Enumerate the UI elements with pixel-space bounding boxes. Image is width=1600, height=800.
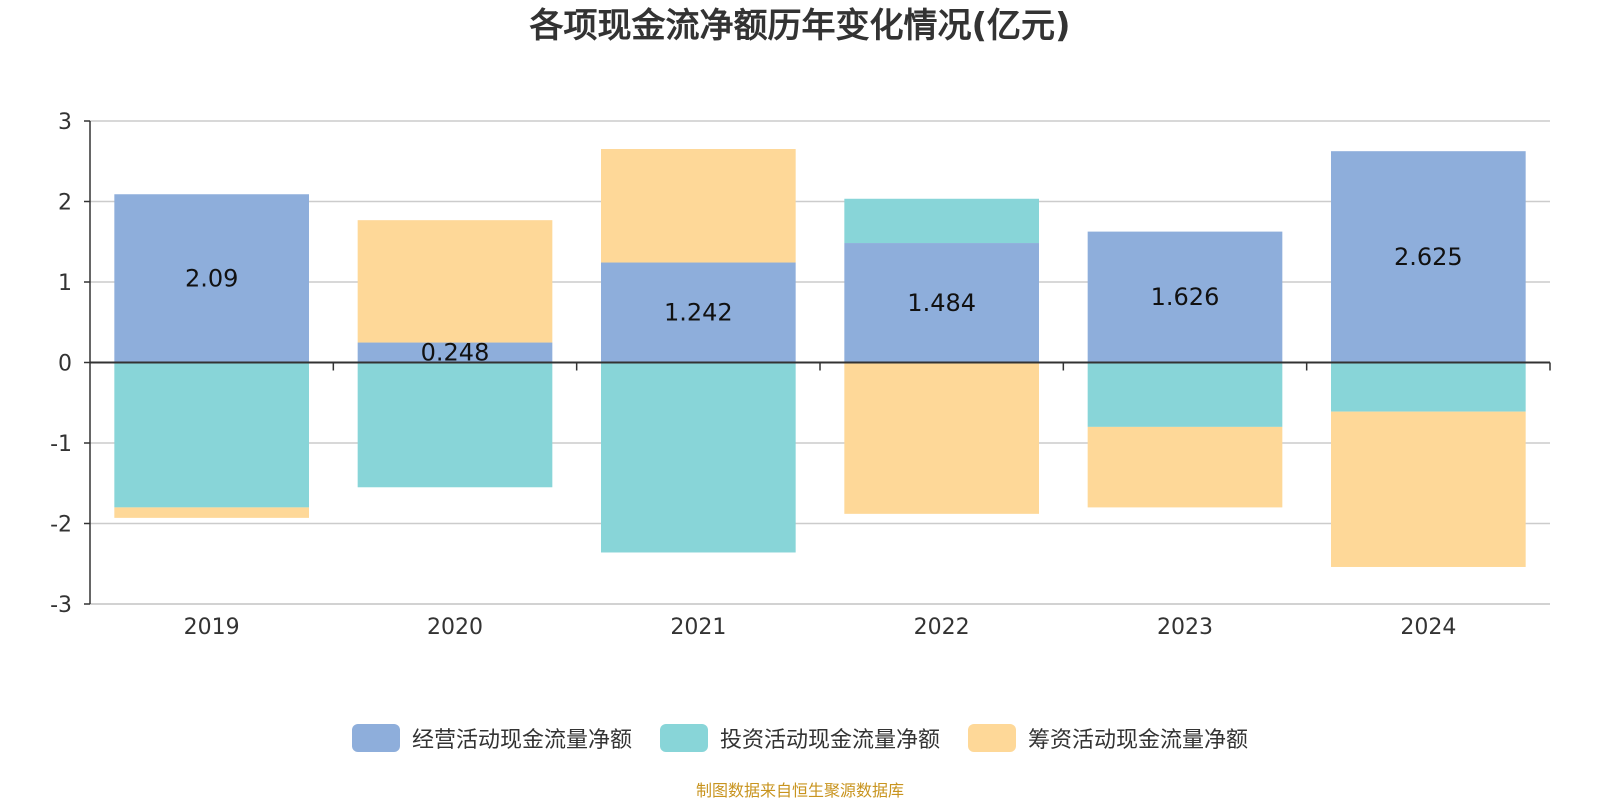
data-label-2024: 2.625 <box>1394 243 1463 271</box>
legend-label-operating: 经营活动现金流量净额 <box>411 728 632 753</box>
legend-item-financing[interactable]: 筹资活动现金流量净额 <box>968 722 1248 754</box>
bar-2024-series-1[interactable] <box>1331 362 1526 412</box>
x-tick-label-2021: 2021 <box>670 615 726 640</box>
bar-2021-series-1[interactable] <box>601 362 796 553</box>
legend-label-investing: 投资活动现金流量净额 <box>719 728 940 753</box>
x-tick-label-2024: 2024 <box>1400 615 1456 640</box>
x-tick-label-2023: 2023 <box>1157 615 1213 640</box>
bar-2019-series-1[interactable] <box>114 362 309 508</box>
x-tick-label-2022: 2022 <box>914 615 970 640</box>
bar-2022-series-2[interactable] <box>844 362 1039 514</box>
bar-2023-series-0[interactable] <box>1087 231 1283 363</box>
x-tick-label-2019: 2019 <box>184 615 240 640</box>
y-tick-label-0: 0 <box>58 352 72 377</box>
bar-2020-series-2[interactable] <box>357 220 553 343</box>
legend-swatch-financing <box>968 724 1016 752</box>
data-label-2019: 2.09 <box>185 264 238 292</box>
data-label-2020: 0.248 <box>421 339 490 367</box>
bar-2024-series-2[interactable] <box>1331 411 1526 567</box>
y-tick-label--3: -3 <box>50 593 72 618</box>
y-tick-label-1: 1 <box>58 271 72 296</box>
bar-2021-series-0[interactable] <box>601 262 796 363</box>
bar-2022-series-0[interactable] <box>844 243 1039 363</box>
bar-2019-series-2[interactable] <box>114 507 309 518</box>
bar-2020-series-0[interactable] <box>357 342 553 363</box>
x-tick-label-2020: 2020 <box>427 615 483 640</box>
legend-swatch-investing <box>659 724 708 752</box>
data-label-2023: 1.626 <box>1151 283 1220 311</box>
y-tick-label--2: -2 <box>50 513 72 538</box>
chart-title: 各项现金流净额历年变化情况(亿元) <box>529 6 1071 46</box>
bar-2022-series-1[interactable] <box>844 198 1039 244</box>
bar-2023-series-1[interactable] <box>1087 362 1283 427</box>
legend-label-financing: 筹资活动现金流量净额 <box>1028 728 1249 753</box>
bar-layer <box>114 149 1526 567</box>
legend: 经营活动现金流量净额 投资活动现金流量净额 筹资活动现金流量净额 <box>0 722 1600 754</box>
source-note: 制图数据来自恒生聚源数据库 <box>695 781 904 800</box>
y-tick-label--1: -1 <box>50 432 72 457</box>
bar-2019-series-0[interactable] <box>114 194 309 363</box>
bar-2023-series-2[interactable] <box>1087 426 1283 508</box>
axis-layer: 3 2 1 0 -1 -2 -3 2019 2020 2021 2022 2023 2024 <box>50 110 1551 640</box>
legend-item-operating[interactable]: 经营活动现金流量净额 <box>351 722 632 754</box>
bar-2020-series-1[interactable] <box>357 362 553 488</box>
label-layer: 2.09 0.248 1.242 1.484 1.626 2.625 <box>185 243 1463 367</box>
y-tick-label-3: 3 <box>58 110 72 135</box>
data-label-2021: 1.242 <box>664 299 733 327</box>
legend-swatch-operating <box>351 724 400 752</box>
bar-2024-series-0[interactable] <box>1331 151 1526 363</box>
data-label-2022: 1.484 <box>907 289 976 317</box>
bar-2021-series-2[interactable] <box>601 149 796 263</box>
legend-item-investing[interactable]: 投资活动现金流量净额 <box>659 722 940 754</box>
y-tick-label-2: 2 <box>58 191 72 216</box>
